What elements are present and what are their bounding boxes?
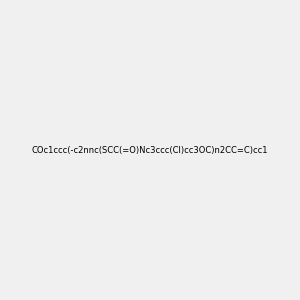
Text: COc1ccc(-c2nnc(SCC(=O)Nc3ccc(Cl)cc3OC)n2CC=C)cc1: COc1ccc(-c2nnc(SCC(=O)Nc3ccc(Cl)cc3OC)n2… [32, 146, 268, 154]
